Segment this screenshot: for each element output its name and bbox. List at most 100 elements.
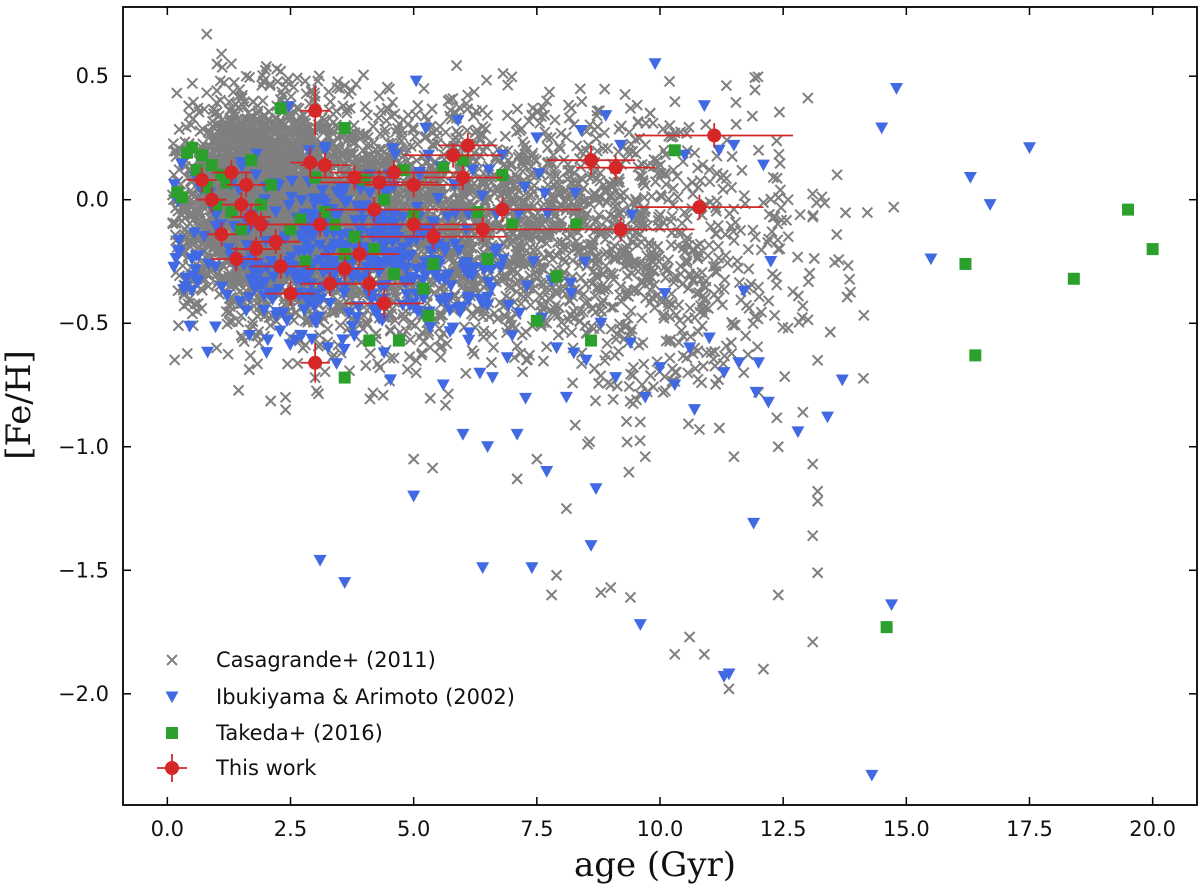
- data-point: [337, 100, 349, 112]
- data-point: [411, 154, 423, 167]
- data-point: [291, 357, 304, 370]
- data-point: [224, 105, 236, 117]
- data-point: [195, 302, 208, 315]
- data-point: [359, 100, 371, 113]
- data-point: [772, 589, 784, 601]
- series-1: [166, 28, 900, 695]
- data-point: [206, 115, 219, 128]
- data-point: [461, 103, 474, 115]
- data-point: [285, 90, 297, 103]
- data-point: [664, 119, 676, 132]
- data-point: [637, 174, 649, 187]
- data-point: [263, 160, 275, 173]
- data-point: [634, 416, 647, 428]
- data-point: [464, 188, 476, 200]
- data-point: [545, 589, 558, 601]
- data-point: [547, 306, 559, 319]
- data-point: [367, 387, 379, 399]
- data-point: [418, 82, 430, 95]
- data-point: [264, 78, 276, 90]
- data-point: [811, 354, 824, 367]
- data-point: [480, 74, 493, 86]
- data-point: [375, 104, 387, 117]
- data-point: [171, 87, 183, 99]
- data-point: [410, 367, 422, 379]
- data-point: [554, 143, 567, 155]
- data-point: [357, 69, 370, 81]
- data-point: [511, 473, 523, 485]
- data-point: [389, 108, 401, 120]
- data-point: [178, 300, 190, 312]
- data-point: [364, 393, 376, 405]
- data-point: [693, 423, 706, 436]
- data-point: [361, 319, 374, 331]
- data-point: [207, 103, 220, 116]
- data-point: [262, 149, 274, 162]
- data-point: [530, 231, 542, 243]
- data-point: [738, 366, 750, 379]
- data-point: [548, 302, 560, 315]
- data-point: [241, 117, 254, 129]
- data-point: [181, 347, 193, 360]
- data-point: [574, 83, 586, 95]
- data-point: [696, 159, 709, 171]
- data-point: [374, 362, 386, 374]
- data-point: [319, 365, 331, 378]
- data-point: [595, 586, 607, 599]
- data-point: [477, 331, 490, 343]
- data-point: [290, 115, 303, 128]
- data-point: [225, 192, 237, 205]
- data-point: [360, 359, 372, 372]
- data-point: [452, 194, 465, 206]
- data-point: [350, 78, 362, 90]
- data-point: [183, 293, 195, 306]
- data-point: [372, 112, 385, 124]
- data-point: [434, 351, 447, 363]
- data-point: [615, 295, 627, 308]
- data-point: [226, 139, 239, 151]
- data-point: [238, 100, 250, 113]
- data-point: [184, 240, 197, 253]
- data-point: [173, 123, 185, 136]
- data-point: [246, 319, 259, 332]
- data-point: [412, 99, 424, 112]
- data-point: [357, 129, 370, 141]
- data-point: [272, 75, 284, 88]
- data-point: [251, 107, 263, 120]
- data-point: [321, 323, 334, 335]
- data-point: [624, 102, 637, 115]
- data-point: [553, 178, 565, 191]
- data-point: [334, 319, 347, 331]
- data-point: [336, 150, 348, 163]
- data-point: [667, 199, 679, 212]
- data-point: [609, 200, 621, 212]
- data-point: [444, 93, 456, 106]
- data-point: [468, 86, 480, 98]
- data-point: [510, 117, 523, 130]
- data-point: [736, 164, 748, 177]
- data-point: [439, 399, 452, 412]
- data-point: [259, 64, 272, 77]
- data-point: [214, 139, 226, 152]
- data-point: [251, 124, 264, 137]
- data-point: [202, 280, 215, 293]
- data-point: [530, 266, 542, 278]
- data-point: [797, 300, 809, 312]
- data-point: [192, 297, 204, 310]
- data-point: [481, 109, 494, 122]
- data-point: [217, 132, 229, 144]
- data-point: [333, 302, 345, 314]
- data-point: [595, 191, 607, 204]
- data-point: [531, 453, 543, 465]
- data-point: [281, 358, 294, 370]
- data-point: [187, 113, 200, 125]
- data-point: [211, 58, 223, 70]
- data-point: [364, 347, 377, 359]
- data-point: [242, 107, 254, 119]
- data-point: [409, 130, 421, 143]
- data-point: [303, 122, 315, 135]
- data-point: [405, 317, 417, 330]
- data-point: [243, 71, 256, 84]
- data-point: [436, 172, 448, 185]
- data-point: [203, 125, 215, 137]
